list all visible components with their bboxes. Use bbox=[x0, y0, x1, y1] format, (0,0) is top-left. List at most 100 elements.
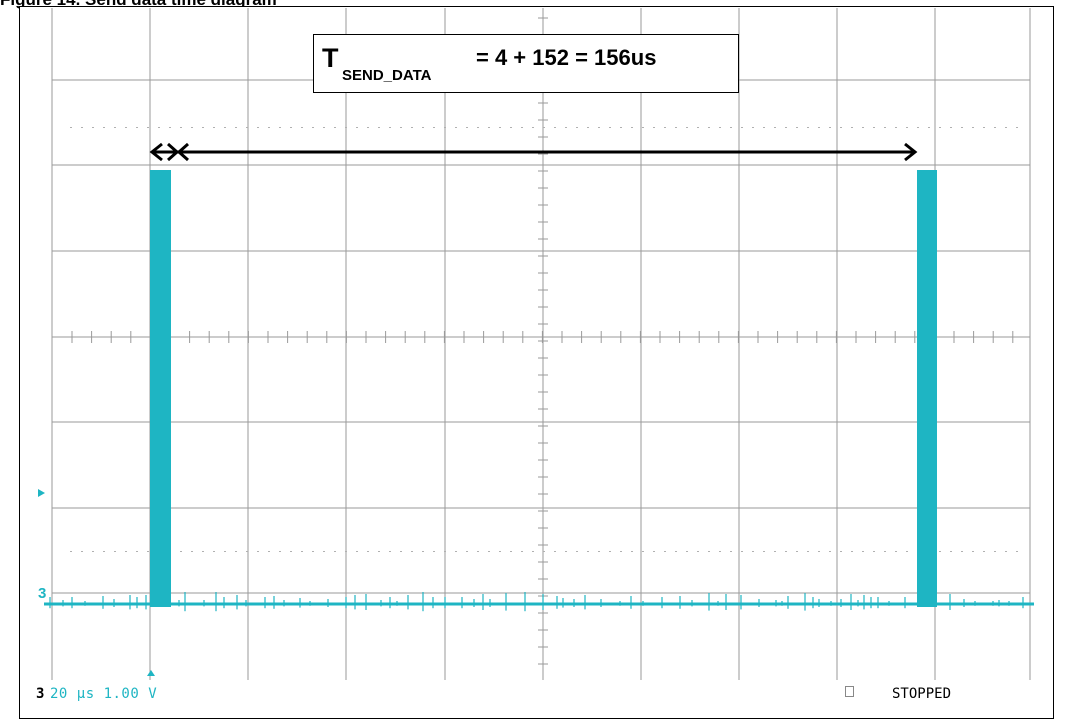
dotted-reference bbox=[158, 127, 160, 128]
channel-number: 3 bbox=[36, 686, 45, 702]
dotted-reference bbox=[499, 127, 501, 128]
dotted-reference bbox=[884, 551, 886, 552]
dotted-reference bbox=[103, 551, 105, 552]
dotted-reference bbox=[455, 551, 457, 552]
dotted-reference bbox=[774, 551, 776, 552]
dotted-reference bbox=[631, 551, 633, 552]
dotted-reference bbox=[653, 551, 655, 552]
dotted-reference bbox=[389, 551, 391, 552]
dotted-reference bbox=[642, 551, 644, 552]
dotted-reference bbox=[675, 551, 677, 552]
dotted-reference bbox=[290, 551, 292, 552]
dotted-reference bbox=[356, 551, 358, 552]
trigger-level-marker bbox=[38, 489, 45, 497]
dotted-reference bbox=[433, 127, 435, 128]
dotted-reference bbox=[246, 127, 248, 128]
dotted-reference bbox=[147, 127, 149, 128]
dotted-reference bbox=[334, 127, 336, 128]
dotted-reference bbox=[510, 551, 512, 552]
dotted-reference bbox=[411, 127, 413, 128]
dotted-reference bbox=[147, 551, 149, 552]
dotted-reference bbox=[466, 127, 468, 128]
dotted-reference bbox=[752, 127, 754, 128]
dotted-reference bbox=[213, 127, 215, 128]
dotted-reference bbox=[125, 551, 127, 552]
dotted-reference bbox=[851, 551, 853, 552]
dotted-reference bbox=[81, 127, 83, 128]
dotted-reference bbox=[554, 551, 556, 552]
dotted-reference bbox=[972, 551, 974, 552]
dotted-reference bbox=[719, 551, 721, 552]
dotted-reference bbox=[752, 551, 754, 552]
dotted-reference bbox=[686, 127, 688, 128]
dotted-reference bbox=[367, 127, 369, 128]
dotted-reference bbox=[180, 551, 182, 552]
dotted-reference bbox=[1005, 551, 1007, 552]
dotted-reference bbox=[180, 127, 182, 128]
dotted-reference bbox=[367, 551, 369, 552]
dotted-reference bbox=[455, 127, 457, 128]
dotted-reference bbox=[884, 127, 886, 128]
dotted-reference bbox=[829, 127, 831, 128]
dotted-reference bbox=[873, 551, 875, 552]
dotted-reference bbox=[202, 551, 204, 552]
dotted-reference bbox=[939, 127, 941, 128]
dotted-reference bbox=[422, 551, 424, 552]
dotted-reference bbox=[565, 551, 567, 552]
dotted-reference bbox=[950, 127, 952, 128]
dotted-reference bbox=[895, 127, 897, 128]
dotted-reference bbox=[1016, 127, 1018, 128]
dotted-reference bbox=[631, 127, 633, 128]
dotted-reference bbox=[829, 551, 831, 552]
dotted-reference bbox=[587, 551, 589, 552]
dotted-reference bbox=[510, 127, 512, 128]
dotted-reference bbox=[983, 127, 985, 128]
ground-marker-group: 3 bbox=[38, 489, 155, 676]
dotted-reference bbox=[840, 551, 842, 552]
dotted-reference bbox=[708, 127, 710, 128]
dotted-reference bbox=[70, 551, 72, 552]
dotted-reference bbox=[345, 551, 347, 552]
dotted-reference bbox=[664, 551, 666, 552]
dotted-reference bbox=[873, 127, 875, 128]
dotted-reference bbox=[906, 127, 908, 128]
dotted-reference bbox=[433, 551, 435, 552]
trigger-position-marker bbox=[147, 670, 155, 676]
dotted-reference bbox=[840, 127, 842, 128]
dotted-reference bbox=[741, 127, 743, 128]
burst-pulse-2 bbox=[917, 170, 937, 607]
dotted-reference bbox=[521, 127, 523, 128]
dotted-reference bbox=[862, 551, 864, 552]
dotted-reference bbox=[818, 127, 820, 128]
dotted-reference bbox=[763, 551, 765, 552]
dotted-reference bbox=[444, 551, 446, 552]
dotted-reference bbox=[708, 551, 710, 552]
timing-annotation-box: T SEND_DATA = 4 + 152 = 156us bbox=[313, 34, 739, 93]
dotted-reference bbox=[565, 127, 567, 128]
dotted-reference bbox=[642, 127, 644, 128]
dotted-reference bbox=[598, 127, 600, 128]
dotted-reference bbox=[609, 127, 611, 128]
run-state-indicator bbox=[845, 686, 854, 697]
dotted-reference bbox=[400, 551, 402, 552]
dotted-reference bbox=[906, 551, 908, 552]
burst-pulse-1 bbox=[150, 170, 171, 607]
dotted-reference bbox=[796, 551, 798, 552]
dotted-reference bbox=[466, 551, 468, 552]
dotted-reference bbox=[741, 551, 743, 552]
dotted-reference bbox=[774, 127, 776, 128]
dotted-reference bbox=[697, 127, 699, 128]
channel-ground-label: 3 bbox=[38, 585, 46, 602]
dotted-reference bbox=[257, 127, 259, 128]
dotted-reference bbox=[312, 551, 314, 552]
dotted-reference bbox=[928, 127, 930, 128]
dotted-reference bbox=[807, 127, 809, 128]
dotted-reference bbox=[686, 551, 688, 552]
dotted-reference bbox=[719, 127, 721, 128]
dotted-reference bbox=[532, 127, 534, 128]
dotted-reference bbox=[862, 127, 864, 128]
dotted-reference bbox=[895, 551, 897, 552]
dotted-reference bbox=[279, 127, 281, 128]
dotted-reference bbox=[785, 551, 787, 552]
dotted-reference bbox=[444, 127, 446, 128]
